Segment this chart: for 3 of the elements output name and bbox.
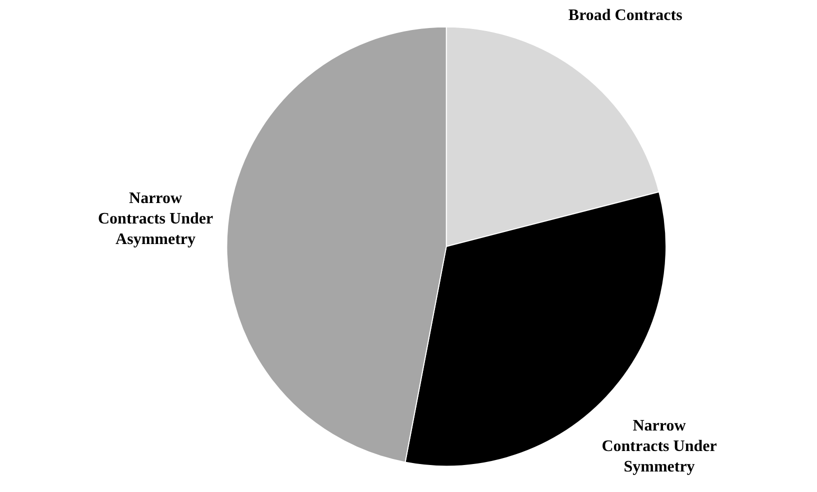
slice-label: Narrow Contracts Under Asymmetry [98,190,214,248]
slice-label: Broad Contracts [568,7,682,24]
slice-label: Narrow Contracts Under Symmetry [602,418,717,476]
